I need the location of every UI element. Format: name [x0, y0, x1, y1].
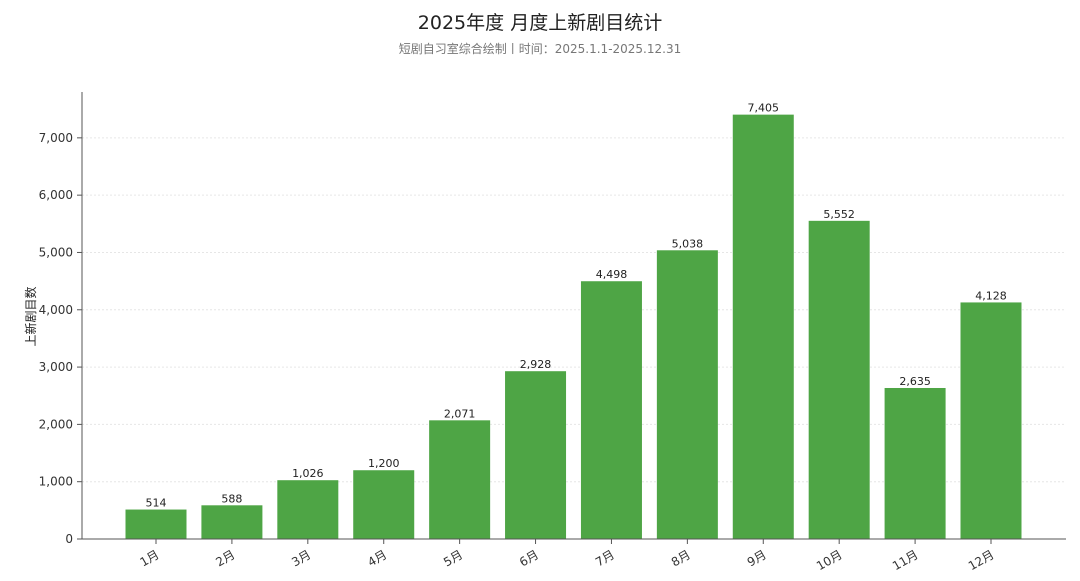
y-tick-label: 3,000 [39, 360, 73, 374]
bars [125, 114, 1022, 539]
bar-10 [808, 220, 870, 539]
x-tick-label: 2月 [213, 547, 237, 569]
bar-9 [732, 114, 794, 539]
bar-value-label: 1,200 [368, 457, 400, 470]
x-tick-label: 1月 [137, 547, 161, 569]
x-tick-label: 3月 [289, 547, 313, 569]
axes [77, 92, 1066, 544]
bar-12 [960, 302, 1022, 539]
bar-4 [353, 470, 415, 539]
x-tick-label: 10月 [814, 547, 845, 573]
bar-value-label: 514 [146, 497, 167, 510]
bar-value-label: 1,026 [292, 467, 324, 480]
chart-subtitle: 短剧自习室综合绘制丨时间：2025.1.1-2025.12.31 [398, 42, 682, 56]
x-tick-label: 9月 [745, 547, 769, 569]
bar-11 [884, 387, 946, 539]
bar-1 [125, 509, 187, 539]
value-labels: 514 588 1,026 1,200 2,071 2,928 4,498 5,038 7,40… [146, 102, 1007, 510]
bar-value-label: 2,635 [899, 375, 931, 388]
bar-value-label: 2,071 [444, 407, 476, 420]
y-axis-label: 上新剧目数 [23, 286, 38, 346]
bar-value-label: 2,928 [520, 358, 552, 371]
x-tick-label: 4月 [365, 547, 389, 569]
bar-value-label: 4,128 [975, 289, 1007, 302]
bar-2 [201, 505, 263, 539]
y-tick-label: 5,000 [39, 245, 73, 259]
x-tick-label: 11月 [890, 547, 921, 573]
bar-value-label: 588 [221, 492, 242, 505]
bar-3 [277, 480, 339, 539]
y-tick-label: 2,000 [39, 417, 73, 431]
bar-value-label: 5,038 [672, 237, 704, 250]
bar-7 [580, 281, 642, 539]
x-tick-label: 6月 [517, 547, 541, 569]
bar-value-label: 7,405 [748, 102, 780, 115]
y-tick-label: 1,000 [39, 475, 73, 489]
bar-6 [505, 371, 567, 539]
x-tick-label: 5月 [441, 547, 465, 569]
x-tick-label: 7月 [593, 547, 617, 569]
bar-5 [429, 420, 491, 539]
bar-value-label: 5,552 [823, 208, 855, 221]
y-tick-label: 7,000 [39, 131, 73, 145]
x-tick-label: 8月 [669, 547, 693, 569]
bar-8 [656, 250, 718, 539]
y-tick-label: 4,000 [39, 303, 73, 317]
y-tick-label: 6,000 [39, 188, 73, 202]
bar-value-label: 4,498 [596, 268, 628, 281]
chart-title: 2025年度 月度上新剧目统计 [417, 12, 663, 34]
y-tick-label: 0 [65, 532, 73, 546]
x-tick-label: 12月 [966, 547, 997, 573]
